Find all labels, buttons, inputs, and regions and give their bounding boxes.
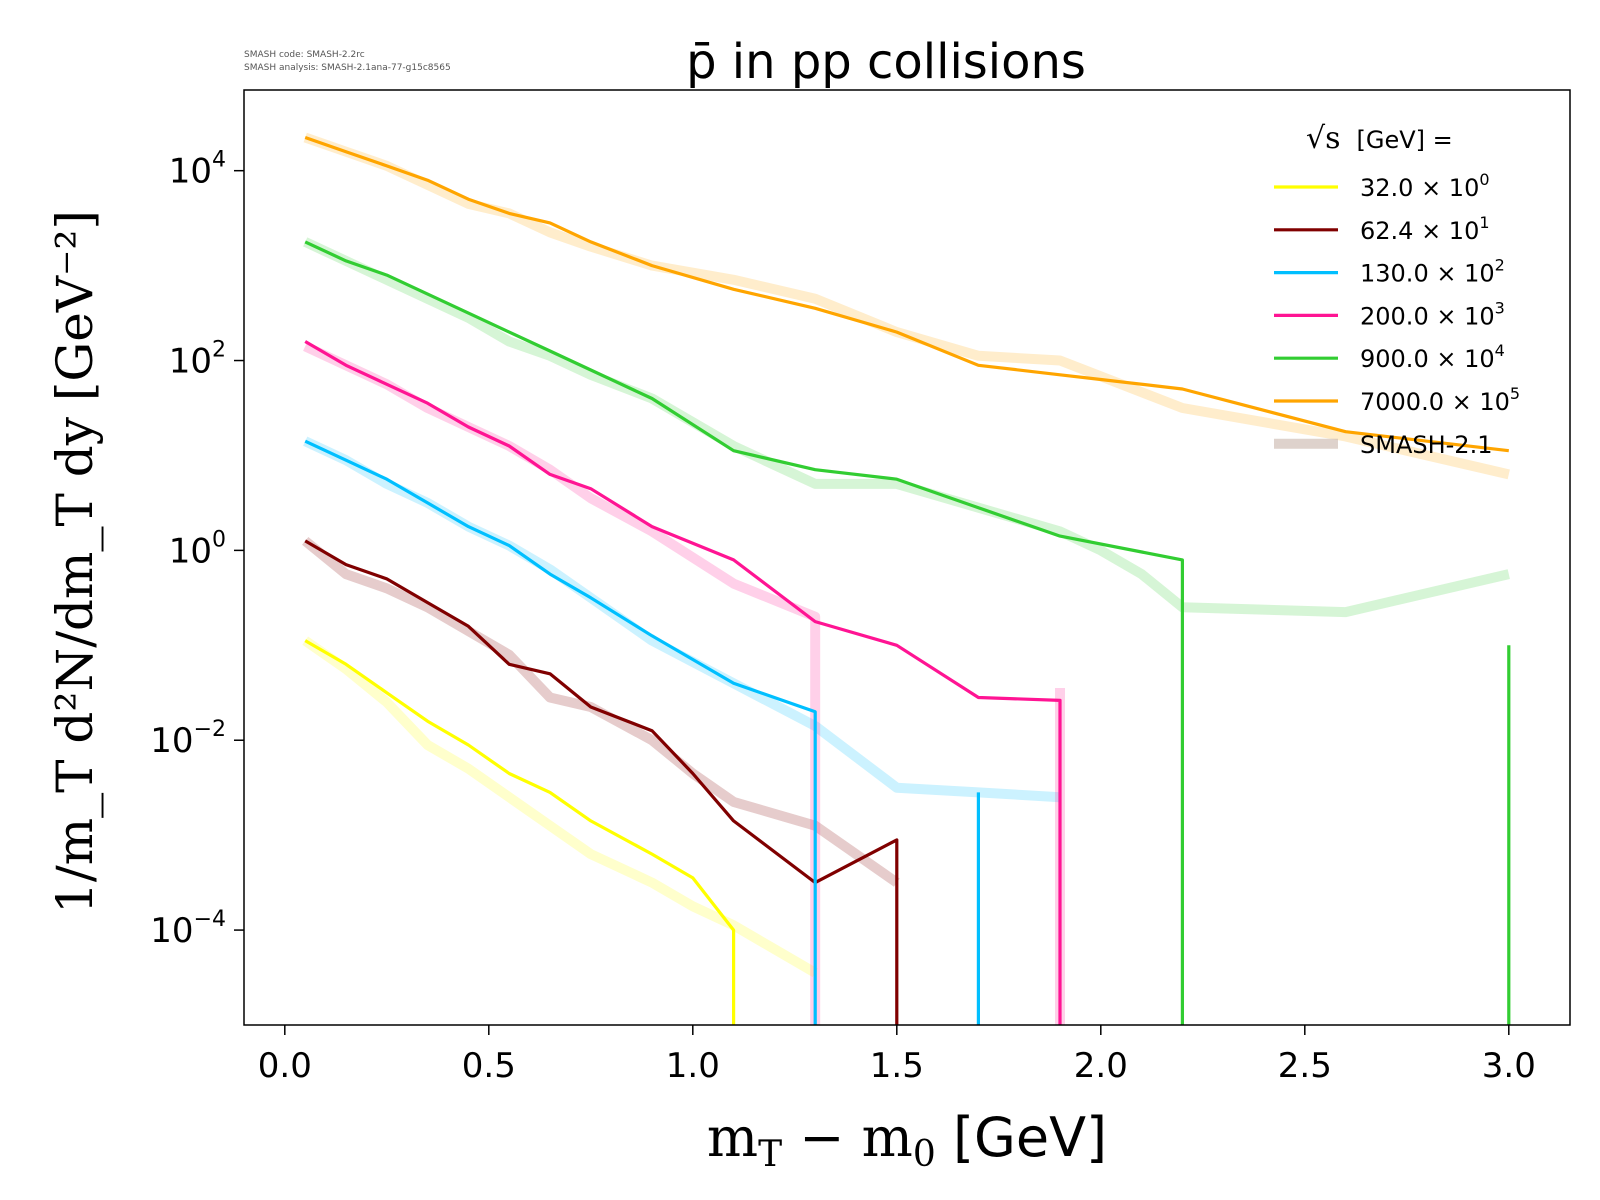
x-tick-label-6: 3.0 [1482, 1046, 1536, 1086]
x-tick-label-3: 1.5 [870, 1046, 924, 1086]
legend-label-smash: SMASH-2.1 [1360, 431, 1492, 459]
legend-label-5: 7000.0 × 105 [1360, 384, 1520, 416]
y-tick-label-4: 10−4 [150, 907, 226, 951]
smash-analysis-note: SMASH analysis: SMASH-2.1ana-77-g15c8565 [244, 63, 451, 73]
chart-title: p̄ in pp collisions [686, 34, 1086, 90]
data-line-series-3 [304, 340, 1062, 1025]
sqrt-s-symbol: √s [1306, 121, 1341, 156]
x-tick-label-2: 1.0 [666, 1046, 720, 1086]
y-tick-label-0: 104 [169, 148, 226, 192]
data-line-series-4 [304, 240, 1185, 1025]
legend-label-3: 200.0 × 103 [1360, 298, 1505, 330]
legend-title: √s [GeV] = [1306, 121, 1453, 156]
smash-line-series-4 [303, 237, 1510, 618]
data-line-series-2 [304, 439, 817, 1025]
smash-line-series-0 [302, 636, 818, 978]
smash-line-series-2 [303, 436, 1061, 803]
y-tick-label-1: 102 [169, 338, 226, 382]
y-axis-label: 1/m_T d²N/dm_T dy [GeV⁻²] [46, 210, 104, 914]
x-axis: 0.0 0.5 1.0 1.5 2.0 2.5 3.0 [258, 1025, 1536, 1086]
data-line-series-5 [304, 135, 1509, 453]
x-axis-label: mT − m0 [GeV] [707, 1106, 1107, 1175]
legend-label-1: 62.4 × 101 [1360, 213, 1490, 245]
smash-curves [302, 132, 1510, 1025]
plot-frame [243, 89, 1571, 1026]
smash-code-note: SMASH code: SMASH-2.2rc [244, 50, 365, 60]
data-line-series-1 [304, 539, 899, 1025]
x-tick-label-1: 0.5 [462, 1046, 516, 1086]
x-tick-label-5: 2.5 [1278, 1046, 1332, 1086]
x-tick-label-0: 0.0 [258, 1046, 312, 1086]
data-curves [304, 135, 1511, 1025]
y-tick-label-3: 10−2 [150, 717, 226, 761]
y-axis: 104 102 100 10−2 10−4 [150, 148, 244, 951]
legend: √s [GeV] = 32.0 × 100 62.4 × 101 130.0 × 102… [1274, 121, 1520, 459]
smash-line-series-1 [302, 537, 900, 887]
legend-label-2: 130.0 × 102 [1360, 256, 1505, 288]
legend-label-4: 900.0 × 104 [1360, 341, 1505, 373]
y-tick-label-2: 100 [169, 527, 226, 571]
x-tick-label-4: 2.0 [1074, 1046, 1128, 1086]
data-line-series-0 [304, 639, 736, 1025]
legend-label-0: 32.0 × 100 [1360, 170, 1490, 202]
